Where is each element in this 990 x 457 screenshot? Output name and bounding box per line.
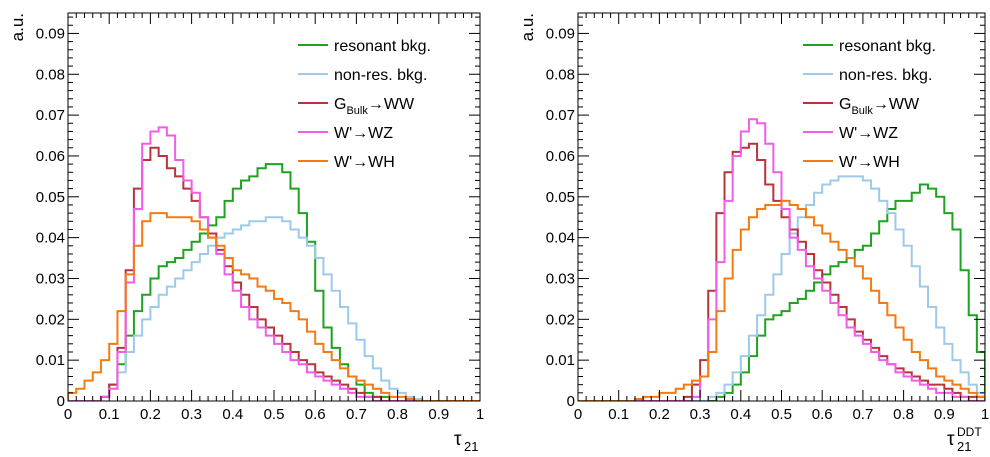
x-axis-label: τ 21 <box>454 429 478 454</box>
y-tick-label: 0.08 <box>546 66 575 83</box>
legend: resonant bkg. non-res. bkg. GBulk→WW W'→WZ W… <box>298 38 431 171</box>
y-tick-label: 0.08 <box>36 66 65 83</box>
legend-label: non-res. bkg. <box>334 67 427 84</box>
y-tick-label: 0.09 <box>546 25 575 42</box>
y-tick-label: 0.02 <box>36 311 65 328</box>
y-tick-label: 0.04 <box>36 230 65 247</box>
x-axis-label-superscript: DDT <box>957 425 982 439</box>
x-tick-label: 0.7 <box>346 406 367 423</box>
legend-label: W'→WZ <box>839 125 898 142</box>
y-tick-label: 0.06 <box>546 148 575 165</box>
x-tick-label: 0.6 <box>812 406 833 423</box>
x-tick-label: 0.9 <box>428 406 449 423</box>
x-tick-label: 0.1 <box>608 406 629 423</box>
x-tick-label: 0.2 <box>140 406 161 423</box>
panel-tau21-ddt: 0 0.1 0.2 0.3 0.4 0.5 0.6 0.7 0.8 0.9 1 0 0.01 0.02 0.… <box>518 12 989 454</box>
histogram-non-res-bkg <box>68 216 480 401</box>
x-tick-label: 0.3 <box>181 406 202 423</box>
y-tick-label: 0 <box>57 393 65 410</box>
legend-label: W'→WZ <box>334 125 393 142</box>
legend-label: non-res. bkg. <box>839 67 932 84</box>
legend: resonant bkg. non-res. bkg. GBulk→WW W'→WZ W… <box>803 38 936 171</box>
histogram-w-wz <box>578 118 985 401</box>
histogram-w-wz <box>68 126 480 401</box>
x-axis-label-symbol: τ <box>947 429 955 450</box>
x-axis-label-subscript: 21 <box>957 439 971 452</box>
y-tick-label: 0.03 <box>36 270 65 287</box>
x-tick-label: 0.1 <box>99 406 120 423</box>
y-tick-label: 0 <box>567 393 575 410</box>
y-axis-label: a.u. <box>8 13 27 41</box>
histogram-non-res-bkg <box>578 175 985 401</box>
legend-label: W'→WH <box>839 154 900 171</box>
x-tick-label: 1 <box>476 406 484 423</box>
histogram-resonant-bkg <box>578 183 985 401</box>
histogram-w-wh <box>578 199 985 401</box>
y-tick-label: 0.06 <box>36 148 65 165</box>
x-tick-label: 0.5 <box>264 406 285 423</box>
x-tick-label: 0.4 <box>730 406 751 423</box>
panel-tau21: 0 0.1 0.2 0.3 0.4 0.5 0.6 0.7 0.8 0.9 1 0 0.01 0.02 0.… <box>8 12 484 454</box>
y-axis-label: a.u. <box>518 13 537 41</box>
x-tick-label: 0.8 <box>387 406 408 423</box>
x-tick-label: 0.9 <box>934 406 955 423</box>
legend-label: GBulk→WW <box>334 96 415 117</box>
x-axis-label-symbol: τ <box>454 429 462 450</box>
x-tick-label: 0.2 <box>649 406 670 423</box>
legend-label: resonant bkg. <box>334 38 431 55</box>
histogram-g-bulk-ww <box>578 142 985 401</box>
legend-label: resonant bkg. <box>839 38 936 55</box>
x-tick-label: 0.8 <box>893 406 914 423</box>
y-tick-label: 0.07 <box>36 107 65 124</box>
y-tick-label: 0.09 <box>36 25 65 42</box>
x-tick-label: 0.4 <box>222 406 243 423</box>
x-tick-label: 1 <box>981 406 989 423</box>
y-tick-label: 0.04 <box>546 230 575 247</box>
histogram-w-wh <box>68 212 480 401</box>
x-tick-label: 0 <box>64 406 72 423</box>
x-tick-label: 0 <box>574 406 582 423</box>
legend-label: GBulk→WW <box>839 96 920 117</box>
y-tick-label: 0.01 <box>546 352 575 369</box>
y-tick-label: 0.02 <box>546 311 575 328</box>
x-tick-label: 0.3 <box>690 406 711 423</box>
x-tick-label: 0.7 <box>852 406 873 423</box>
y-tick-label: 0.03 <box>546 270 575 287</box>
x-tick-label: 0.5 <box>771 406 792 423</box>
y-tick-label: 0.01 <box>36 352 65 369</box>
x-axis-label-subscript: 21 <box>464 439 478 452</box>
y-tick-label: 0.05 <box>36 189 65 206</box>
x-tick-label: 0.6 <box>305 406 326 423</box>
y-tick-label: 0.05 <box>546 189 575 206</box>
legend-label: W'→WH <box>334 154 395 171</box>
y-tick-label: 0.07 <box>546 107 575 124</box>
